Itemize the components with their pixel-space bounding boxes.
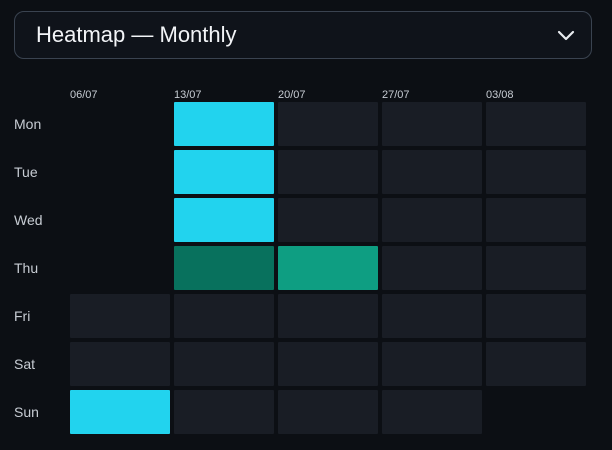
y-tick-label: Sun <box>14 404 39 420</box>
heatmap-cell[interactable] <box>70 294 170 338</box>
heatmap-cell[interactable] <box>278 102 378 146</box>
heatmap-cell[interactable] <box>70 342 170 386</box>
y-tick-label: Thu <box>14 260 38 276</box>
y-tick-label: Fri <box>14 308 30 324</box>
heatmap-cell[interactable] <box>278 198 378 242</box>
chevron-down-icon <box>557 30 575 41</box>
heatmap-cell[interactable] <box>382 102 482 146</box>
heatmap-cell[interactable] <box>278 150 378 194</box>
heatmap-cell[interactable] <box>278 342 378 386</box>
heatmap-cell[interactable] <box>486 342 586 386</box>
y-tick-label: Sat <box>14 356 35 372</box>
heatmap-cell[interactable] <box>174 102 274 146</box>
heatmap-cell[interactable] <box>174 390 274 434</box>
x-tick-label: 27/07 <box>382 89 410 101</box>
heatmap-cell[interactable] <box>382 198 482 242</box>
heatmap-cell[interactable] <box>486 102 586 146</box>
heatmap-cell[interactable] <box>174 294 274 338</box>
heatmap-cell[interactable] <box>486 294 586 338</box>
heatmap-cell[interactable] <box>174 198 274 242</box>
heatmap-cell[interactable] <box>382 294 482 338</box>
y-tick-label: Tue <box>14 164 38 180</box>
y-tick-label: Wed <box>14 212 43 228</box>
x-tick-label: 13/07 <box>174 89 202 101</box>
heatmap-cell[interactable] <box>174 246 274 290</box>
heatmap-cell[interactable] <box>486 246 586 290</box>
x-tick-label: 20/07 <box>278 89 306 101</box>
heatmap-cell[interactable] <box>382 390 482 434</box>
x-tick-label: 06/07 <box>70 89 98 101</box>
heatmap-cell[interactable] <box>278 390 378 434</box>
heatmap-cell[interactable] <box>486 198 586 242</box>
heatmap-cell[interactable] <box>382 342 482 386</box>
heatmap-cell[interactable] <box>174 150 274 194</box>
heatmap-cell[interactable] <box>382 150 482 194</box>
heatmap-cell[interactable] <box>382 246 482 290</box>
heatmap-cell[interactable] <box>174 342 274 386</box>
heatmap-cell[interactable] <box>486 150 586 194</box>
heatmap-cell[interactable] <box>278 246 378 290</box>
y-tick-label: Mon <box>14 116 41 132</box>
view-select[interactable]: Heatmap — Monthly <box>14 11 592 59</box>
heatmap-cell[interactable] <box>278 294 378 338</box>
view-select-label: Heatmap — Monthly <box>36 22 237 47</box>
x-tick-label: 03/08 <box>486 89 514 101</box>
heatmap-cell[interactable] <box>70 390 170 434</box>
